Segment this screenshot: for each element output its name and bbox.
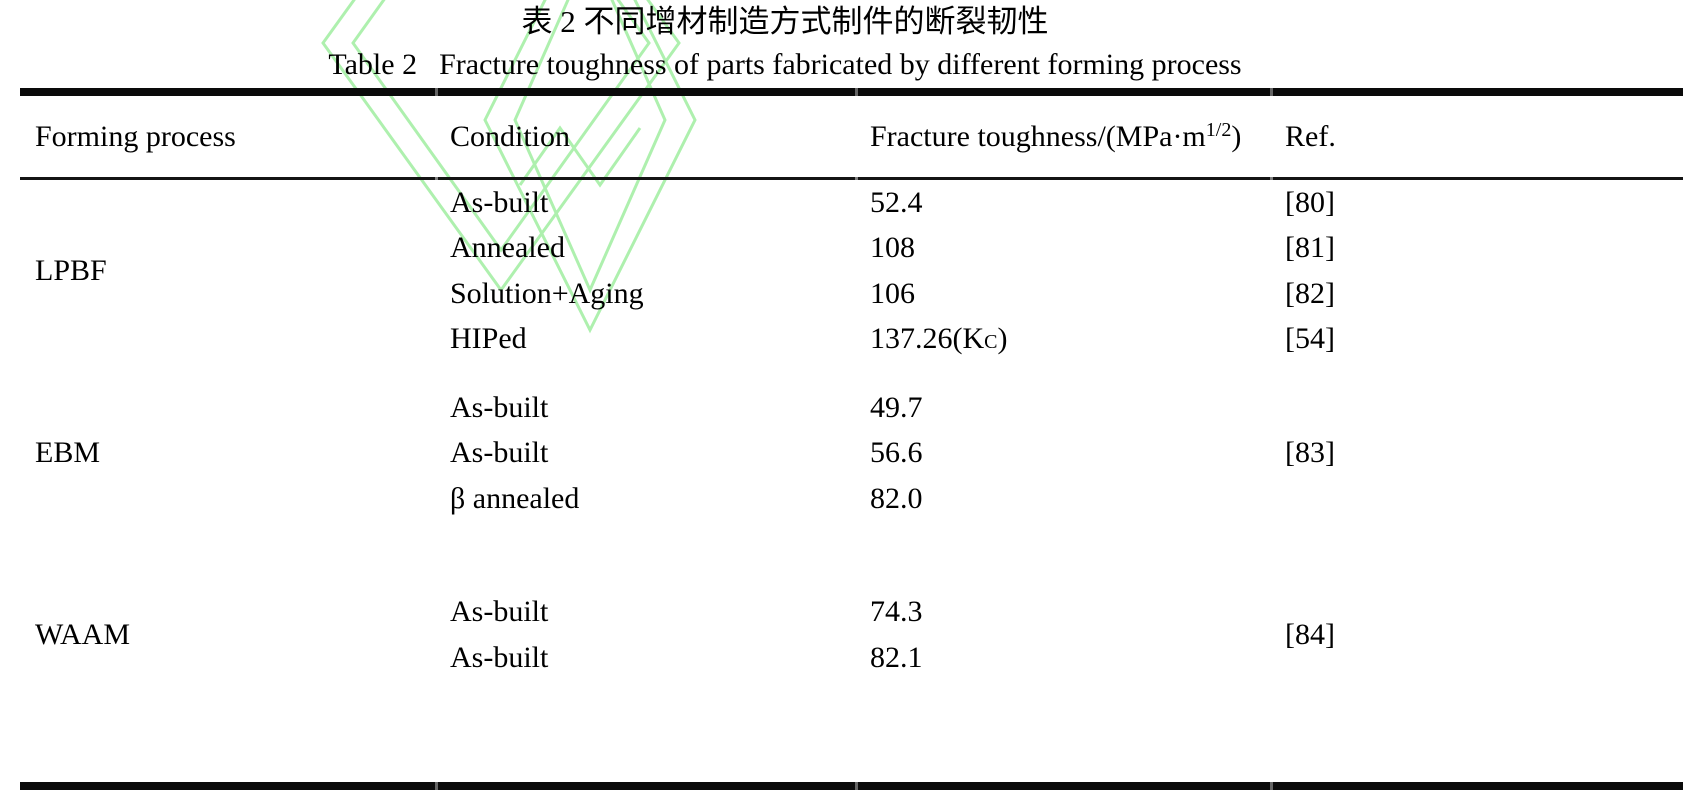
column-tick [855, 782, 858, 790]
caption-english-label: Table 2 [328, 48, 418, 81]
header-fracture-toughness: Fracture toughness/(MPa·m1/2) [855, 118, 1270, 154]
table-row: Solution+Aging 106 [82] [20, 271, 1683, 317]
process-group-ebm: EBM [83] As-built 49.7 As-built 56.6 β a… [20, 385, 1683, 522]
kc-subscript: C [984, 331, 998, 354]
header-superscript: 1/2 [1205, 118, 1232, 141]
group-ref-waam: [84] [1285, 618, 1335, 651]
cell-condition: As-built [450, 390, 549, 424]
kc-value-post: ) [997, 322, 1008, 356]
cell-condition: Annealed [450, 231, 565, 265]
cell-condition: As-built [450, 185, 549, 219]
column-tick [435, 177, 438, 180]
process-group-lpbf: LPBF As-built 52.4 [80] Annealed 108 [81… [20, 180, 1683, 362]
header-fracture-toughness-text: Fracture toughness/(MPa·m [870, 119, 1206, 153]
process-group-waam: WAAM [84] As-built 74.3 As-built 82.1 [20, 590, 1683, 681]
header-bottom-border [20, 177, 1683, 180]
header-ref: Ref. [1285, 119, 1336, 153]
header-fracture-toughness-close: ) [1231, 119, 1242, 153]
cell-toughness: 82.1 [870, 640, 923, 674]
table-row: HIPed 137.26(KC) [54] [20, 317, 1683, 363]
column-tick [1270, 782, 1273, 790]
table-row: As-built 82.1 [20, 635, 1683, 681]
cell-toughness: 82.0 [870, 481, 923, 515]
cell-condition: HIPed [450, 322, 527, 356]
column-tick [855, 88, 858, 96]
caption-english-text: Fracture toughness of parts fabricated b… [439, 48, 1242, 81]
cell-ref: [81] [1285, 231, 1335, 265]
table-row: β annealed 82.0 [20, 476, 1683, 522]
header-condition: Condition [450, 119, 571, 153]
process-label-waam: WAAM [35, 618, 130, 651]
table-bottom-border [20, 782, 1683, 790]
cell-ref: [80] [1285, 185, 1335, 219]
cell-condition: Solution+Aging [450, 276, 644, 310]
process-label-ebm: EBM [35, 436, 101, 470]
cell-ref: [54] [1285, 322, 1335, 356]
column-tick [1270, 88, 1273, 96]
cell-toughness: 108 [870, 231, 915, 265]
cell-condition: As-built [450, 640, 549, 674]
cell-toughness-kc: 137.26(KC) [855, 322, 1270, 356]
group-ref-ebm: [83] [1285, 436, 1335, 470]
table-row: As-built 56.6 [20, 431, 1683, 477]
column-tick [435, 88, 438, 96]
cell-toughness: 49.7 [870, 390, 923, 424]
cell-condition: As-built [450, 436, 549, 470]
caption-english: Table 2 Fracture toughness of parts fabri… [0, 46, 1570, 84]
column-tick [435, 782, 438, 790]
table-top-border [20, 88, 1683, 96]
table-row: As-built 74.3 [20, 590, 1683, 636]
table-body: LPBF As-built 52.4 [80] Annealed 108 [81… [20, 180, 1683, 681]
process-label-lpbf: LPBF [35, 254, 107, 287]
table-row: As-built 49.7 [20, 385, 1683, 431]
cell-toughness: 56.6 [870, 436, 923, 470]
header-forming-process: Forming process [35, 119, 236, 153]
cell-condition: β annealed [450, 481, 580, 515]
caption-chinese: 表 2 不同增材制造方式制件的断裂韧性 [521, 4, 1049, 39]
table-row: Annealed 108 [81] [20, 226, 1683, 272]
cell-toughness: 74.3 [870, 595, 923, 629]
kc-value-pre: 137.26(K [870, 322, 985, 356]
cell-toughness: 106 [870, 276, 915, 310]
cell-ref: [82] [1285, 276, 1335, 310]
cell-toughness: 52.4 [870, 185, 923, 219]
column-tick [855, 177, 858, 180]
table-header-row: Forming process Condition Fracture tough… [20, 96, 1683, 177]
column-tick [1270, 177, 1273, 180]
table-row: As-built 52.4 [80] [20, 180, 1683, 226]
cell-condition: As-built [450, 595, 549, 629]
